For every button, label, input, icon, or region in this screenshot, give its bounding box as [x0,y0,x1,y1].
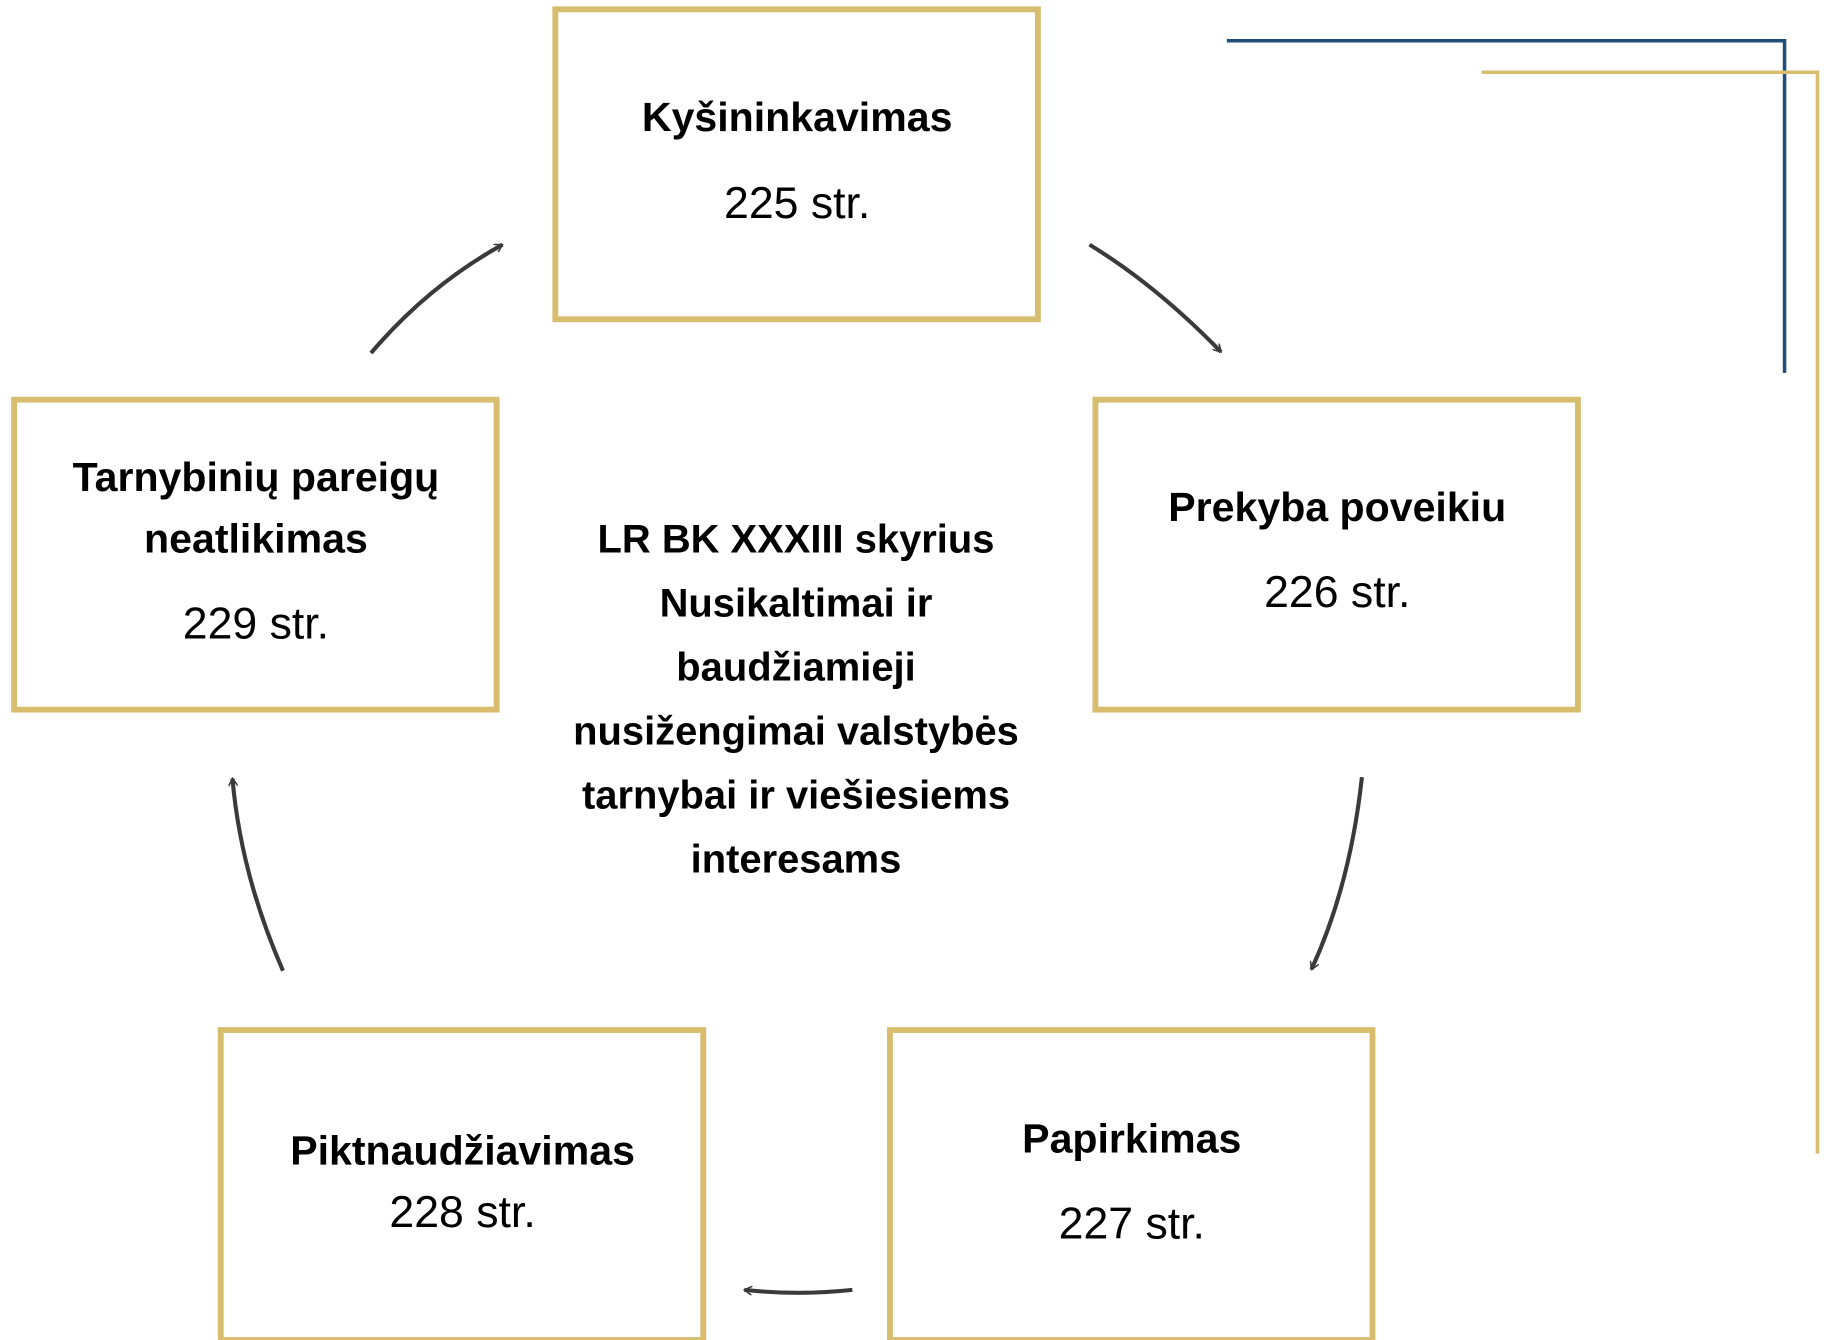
arrow [369,242,502,355]
node-article: 228 str. [389,1188,535,1237]
arrow [232,778,285,972]
center-text: tarnybai ir viešiesiems [582,774,1010,818]
node-article: 226 str. [1264,568,1410,617]
node-article: 225 str. [724,179,870,228]
arrow [1309,776,1364,969]
arrow [744,1290,853,1293]
center-text: Nusikaltimai ir [660,582,933,626]
node-box [11,396,500,713]
center-text: baudžiamieji [676,646,915,690]
arrow [1088,242,1223,354]
node-title: neatlikimas [144,516,368,562]
node-box [886,1027,1376,1340]
node-box [552,6,1041,323]
node-title: Papirkimas [1022,1116,1241,1162]
node-box [217,1027,707,1340]
decor-line [1481,70,1820,1154]
node-box [1092,396,1581,713]
center-text: nusižengimai valstybės [573,710,1019,754]
node-title: Kyšininkavimas [642,94,953,140]
center-text: interesams [691,838,902,882]
node-article: 229 str. [183,600,329,649]
node-article: 227 str. [1059,1200,1205,1249]
decor-line [1226,39,1787,373]
node-title: Prekyba poveikiu [1168,484,1506,530]
center-text: LR BK XXXIII skyrius [598,517,995,561]
node-title: Tarnybinių pareigų [73,454,440,500]
node-title: Piktnaudžiavimas [290,1127,635,1173]
